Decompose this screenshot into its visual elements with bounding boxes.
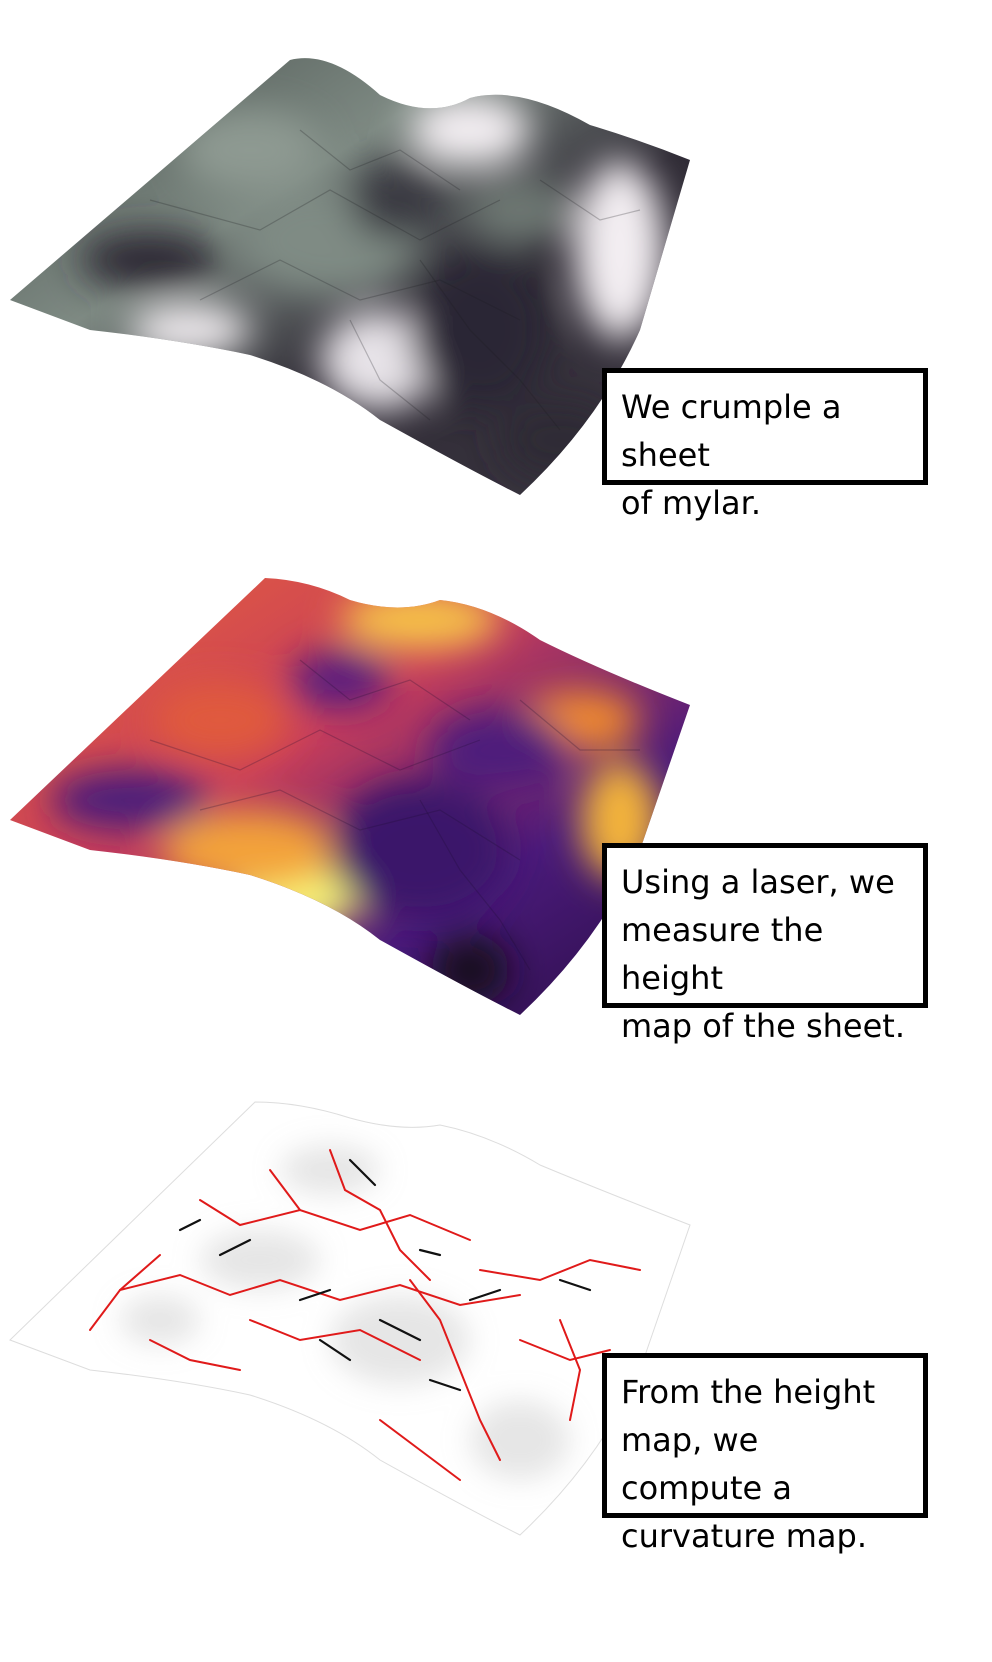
- step-1-panel: We crumple a sheet of mylar.: [0, 0, 992, 522]
- height-map-surface: [10, 578, 690, 1015]
- step-2-caption: Using a laser, we measure the height map…: [602, 843, 928, 1045]
- step-3-caption: From the height map, we compute a curvat…: [602, 1353, 928, 1555]
- curvature-map-surface: [9, 1101, 691, 1536]
- step-3-panel: From the height map, we compute a curvat…: [0, 1040, 992, 1662]
- crumpled-mylar-surface: [10, 58, 690, 495]
- step-2-panel: Using a laser, we measure the height map…: [0, 520, 992, 1045]
- step-1-caption: We crumple a sheet of mylar.: [602, 368, 928, 522]
